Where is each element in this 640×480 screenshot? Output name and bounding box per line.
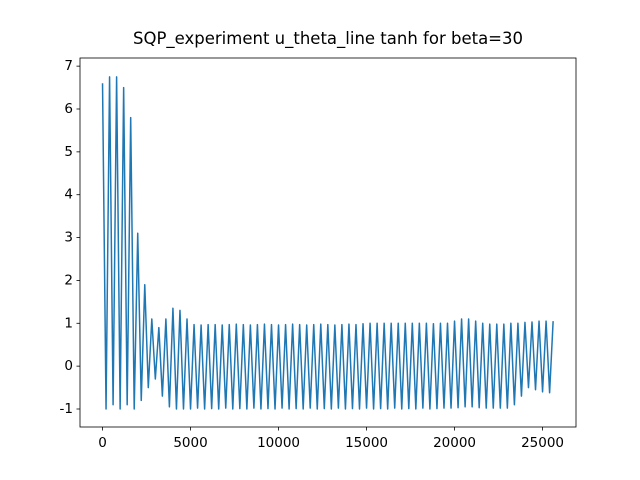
y-tick-label: 6 <box>64 101 73 117</box>
x-tick-label: 15000 <box>345 435 388 451</box>
y-tick-label: -1 <box>60 401 73 417</box>
x-tick-label: 0 <box>98 435 107 451</box>
x-tick-label: 25000 <box>521 435 564 451</box>
y-tick-label: 2 <box>64 272 73 288</box>
x-tick-label: 5000 <box>173 435 207 451</box>
y-tick-label: 1 <box>64 315 73 331</box>
plot-frame <box>79 57 577 428</box>
y-tick-label: 3 <box>64 230 73 246</box>
chart-title: SQP_experiment u_theta_line tanh for bet… <box>133 29 523 49</box>
y-tick-label: 0 <box>64 358 73 374</box>
data-line <box>101 76 554 410</box>
y-tick-label: 7 <box>64 58 73 74</box>
y-tick-label: 4 <box>64 187 73 203</box>
x-tick-label: 10000 <box>257 435 300 451</box>
x-tick-label: 20000 <box>433 435 476 451</box>
y-tick-label: 5 <box>64 144 73 160</box>
